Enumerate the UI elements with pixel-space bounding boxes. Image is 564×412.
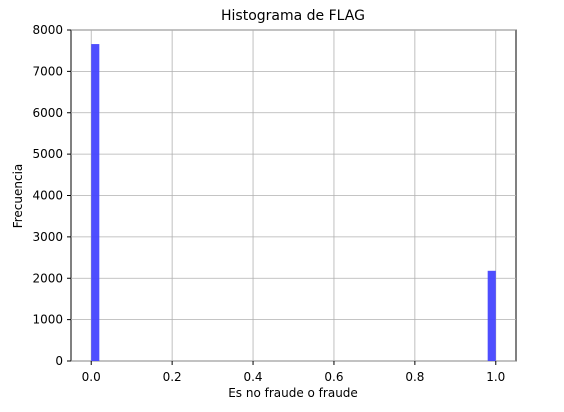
y-tick-label: 3000 [32, 230, 63, 244]
y-tick-label: 6000 [32, 106, 63, 120]
x-tick-label: 0.8 [405, 370, 424, 384]
histogram-bar [487, 270, 496, 361]
x-axis-label: Es no fraude o fraude [228, 386, 358, 400]
y-tick-label: 8000 [32, 23, 63, 37]
chart-title: Histograma de FLAG [221, 8, 365, 24]
grid-lines [71, 29, 516, 362]
x-tick-label: 0.2 [163, 370, 182, 384]
x-tick-label: 0.6 [324, 370, 343, 384]
histogram-bar [91, 44, 100, 361]
y-tick-label: 7000 [32, 64, 63, 78]
histogram-bars [91, 44, 496, 361]
x-tick-label: 0.0 [82, 370, 101, 384]
y-tick-label: 2000 [32, 271, 63, 285]
y-tick-label: 4000 [32, 189, 63, 203]
y-tick-label: 0 [55, 354, 63, 368]
y-axis-label: Frecuencia [11, 164, 25, 229]
x-tick-label: 0.4 [243, 370, 262, 384]
x-tick-label: 1.0 [486, 370, 505, 384]
x-axis: 0.0 0.2 0.4 0.6 0.8 1.0 [82, 361, 505, 384]
y-tick-label: 5000 [32, 147, 63, 161]
y-tick-label: 1000 [32, 313, 63, 327]
y-axis: 0 1000 2000 3000 4000 5000 6000 7000 8000 [32, 23, 71, 368]
